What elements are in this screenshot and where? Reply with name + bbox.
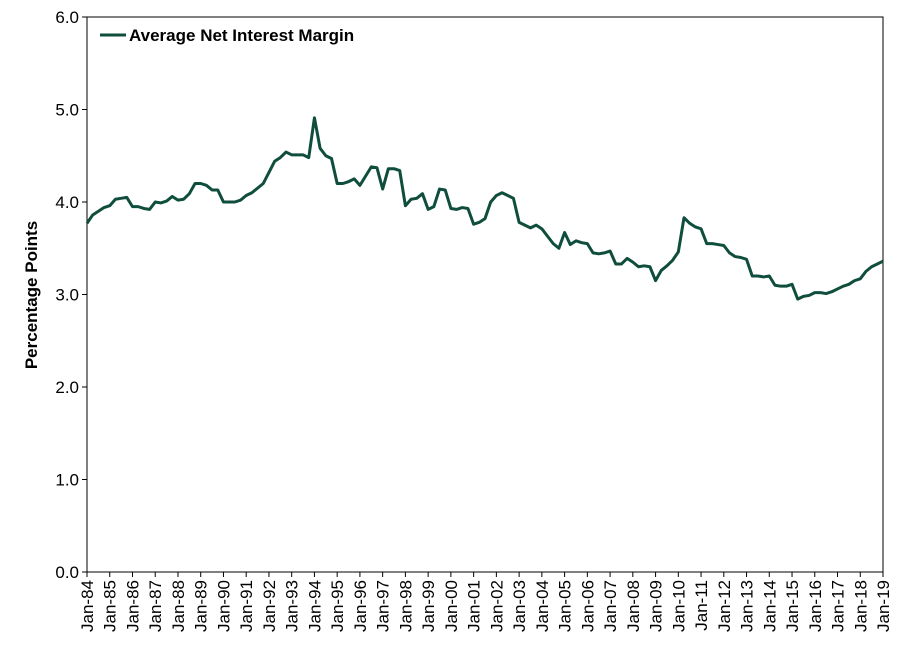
x-tick-label: Jan-15	[783, 580, 802, 632]
x-tick-label: Jan-04	[533, 580, 552, 632]
x-tick-label: Jan-14	[760, 580, 779, 632]
x-tick-label: Jan-11	[692, 580, 711, 631]
x-tick-label: Jan-01	[465, 580, 484, 632]
x-tick-label: Jan-97	[374, 580, 393, 632]
x-tick-label: Jan-03	[510, 580, 529, 632]
y-tick-label: 0.0	[55, 563, 79, 582]
x-tick-label: Jan-00	[442, 580, 461, 632]
y-tick-label: 1.0	[55, 471, 79, 490]
y-tick-label: 4.0	[55, 193, 79, 212]
x-tick-label: Jan-98	[396, 580, 415, 632]
x-tick-label: Jan-12	[715, 580, 734, 632]
x-tick-label: Jan-85	[101, 580, 120, 632]
x-tick-label: Jan-13	[738, 580, 757, 632]
x-tick-label: Jan-17	[829, 580, 848, 632]
x-tick-label: Jan-92	[260, 580, 279, 632]
plot-area	[86, 16, 884, 573]
x-tick-label: Jan-84	[78, 580, 97, 632]
x-tick-label: Jan-05	[556, 580, 575, 632]
x-tick-label: Jan-87	[146, 580, 165, 632]
y-axis-title: Percentage Points	[22, 221, 41, 369]
line-series	[85, 116, 884, 301]
x-tick-label: Jan-10	[669, 580, 688, 632]
x-tick-label: Jan-99	[419, 580, 438, 632]
x-tick-label: Jan-91	[237, 580, 256, 632]
y-tick-label: 2.0	[55, 378, 79, 397]
x-tick-label: Jan-95	[328, 580, 347, 632]
x-tick-label: Jan-94	[305, 580, 324, 632]
x-tick-label: Jan-09	[647, 580, 666, 632]
x-tick-label: Jan-08	[624, 580, 643, 632]
y-tick-label: 6.0	[55, 8, 79, 27]
y-tick-label: 3.0	[55, 286, 79, 305]
x-tick-label: Jan-16	[806, 580, 825, 632]
x-tick-label: Jan-88	[169, 580, 188, 632]
x-tick-label: Jan-19	[874, 580, 893, 632]
x-tick-label: Jan-89	[192, 580, 211, 632]
legend-label: Average Net Interest Margin	[129, 26, 354, 45]
x-tick-label: Jan-02	[487, 580, 506, 632]
x-tick-label: Jan-18	[851, 580, 870, 632]
x-tick-label: Jan-90	[214, 580, 233, 632]
x-tick-label: Jan-06	[578, 580, 597, 632]
x-tick-label: Jan-93	[283, 580, 302, 632]
x-tick-label: Jan-07	[601, 580, 620, 632]
x-tick-label: Jan-96	[351, 580, 370, 632]
x-tick-label: Jan-86	[123, 580, 142, 632]
y-tick-label: 5.0	[55, 101, 79, 120]
